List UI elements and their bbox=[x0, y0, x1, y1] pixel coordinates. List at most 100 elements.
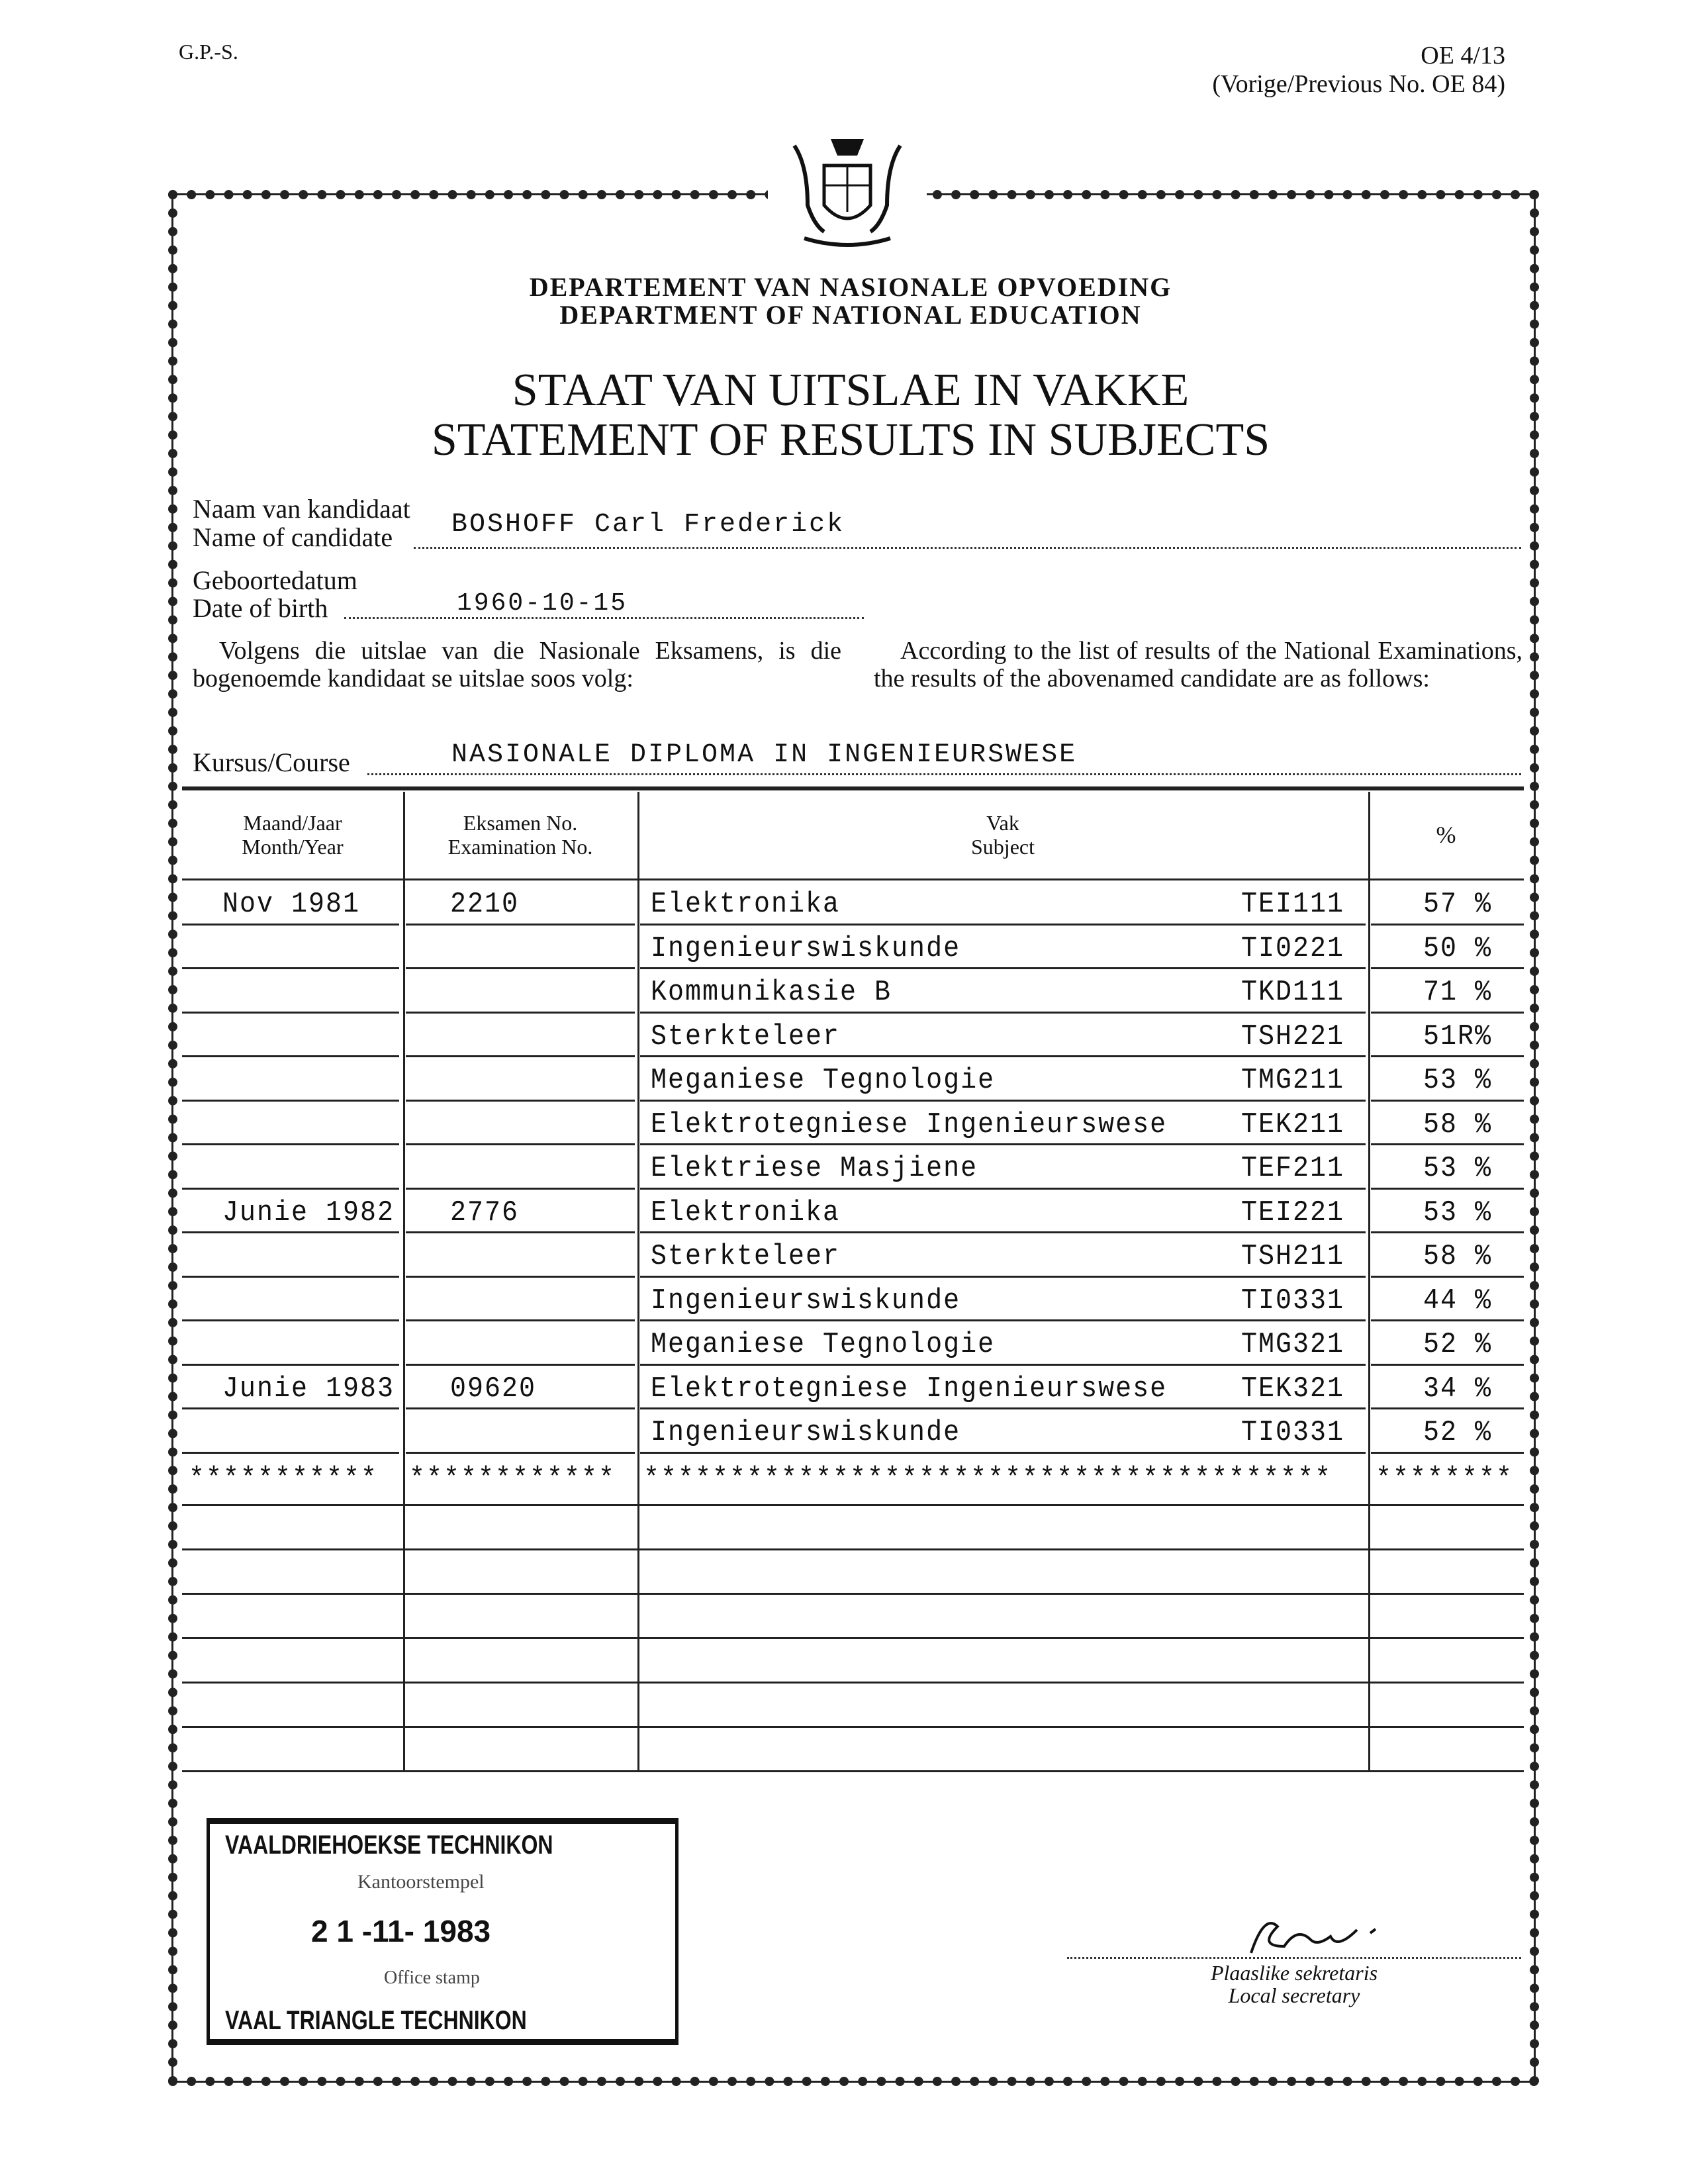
row-line bbox=[1371, 1099, 1524, 1102]
table-cell-percent: 53 % bbox=[1423, 1152, 1493, 1186]
terminator-stars: *********** bbox=[189, 1462, 379, 1496]
department-en: DEPARTMENT OF NATIONAL EDUCATION bbox=[559, 300, 1142, 330]
table-cell-subject: Meganiese Tegnologie bbox=[651, 1328, 996, 1362]
row-line bbox=[406, 967, 635, 969]
table-cell-percent: 51R% bbox=[1423, 1020, 1493, 1053]
row-line bbox=[1371, 1407, 1524, 1409]
title-af: STAAT VAN UITSLAE IN VAKKE bbox=[512, 365, 1190, 416]
table-cell-code: TI0221 bbox=[1241, 932, 1345, 965]
row-line bbox=[1371, 1011, 1524, 1014]
stamp-label-af: Kantoorstempel bbox=[357, 1871, 485, 1893]
stamp-line1: VAALDRIEHOEKSE TECHNIKON bbox=[225, 1830, 553, 1860]
row-line bbox=[406, 1275, 635, 1278]
row-line bbox=[640, 1011, 1366, 1014]
column-divider bbox=[403, 792, 405, 1770]
course-value: NASIONALE DIPLOMA IN INGENIEURSWESE bbox=[451, 740, 1078, 770]
table-cell-subject: Elektrotegniese Ingenieurswese bbox=[651, 1108, 1168, 1141]
table-cell-subject: Elektronika bbox=[651, 888, 841, 922]
row-line bbox=[406, 1143, 635, 1145]
table-cell-exam: 09620 bbox=[450, 1372, 537, 1405]
row-line bbox=[1371, 1319, 1524, 1321]
row-line bbox=[182, 1319, 399, 1321]
row-line bbox=[182, 1275, 399, 1278]
header-subject: Vak Subject bbox=[637, 811, 1368, 859]
header-subject-af: Vak bbox=[986, 811, 1019, 835]
table-cell-subject: Kommunikasie B bbox=[651, 976, 892, 1010]
row-line bbox=[1371, 1231, 1524, 1233]
row-line bbox=[640, 1319, 1366, 1321]
table-cell-code: TMG321 bbox=[1241, 1328, 1345, 1362]
terminator-stars: ************ bbox=[409, 1462, 616, 1496]
row-line bbox=[406, 1055, 635, 1057]
row-line bbox=[182, 1187, 399, 1190]
row-line bbox=[182, 1099, 399, 1102]
row-line bbox=[182, 1451, 399, 1454]
table-cell-month: Junie 1982 bbox=[222, 1196, 395, 1229]
table-cell-percent: 44 % bbox=[1423, 1284, 1493, 1317]
decorative-border bbox=[168, 190, 1539, 2086]
row-line bbox=[182, 1055, 399, 1057]
signature-label-en: Local secretary bbox=[1228, 1983, 1360, 2007]
stamp-date: 2 1 -11- 1983 bbox=[311, 1914, 491, 1948]
name-label-af: Naam van kandidaat bbox=[193, 494, 410, 524]
empty-row-line bbox=[182, 1725, 1524, 1728]
table-cell-percent: 34 % bbox=[1423, 1372, 1493, 1405]
empty-row-line bbox=[182, 1548, 1524, 1550]
table-cell-code: TI0331 bbox=[1241, 1416, 1345, 1450]
stamp-label-en: Office stamp bbox=[384, 1968, 480, 1988]
row-line bbox=[640, 1451, 1366, 1454]
table-cell-percent: 53 % bbox=[1423, 1064, 1493, 1098]
table-cell-subject: Elektrotegniese Ingenieurswese bbox=[651, 1372, 1168, 1405]
table-cell-month: Nov 1981 bbox=[222, 888, 361, 922]
table-cell-subject: Sterkteleer bbox=[651, 1020, 841, 1053]
terminator-stars: ******** bbox=[1376, 1462, 1514, 1496]
row-line bbox=[406, 1099, 635, 1102]
table-cell-percent: 58 % bbox=[1423, 1108, 1493, 1141]
row-line bbox=[640, 1055, 1366, 1057]
header-exam-en: Examination No. bbox=[447, 835, 593, 859]
dob-label-af: Geboortedatum bbox=[193, 565, 357, 595]
form-code: G.P.-S. bbox=[179, 40, 238, 64]
table-cell-percent: 52 % bbox=[1423, 1328, 1493, 1362]
header-month-en: Month/Year bbox=[242, 835, 344, 859]
table-cell-code: TEI111 bbox=[1241, 888, 1345, 922]
row-line bbox=[1371, 1363, 1524, 1366]
signature-label-af: Plaaslike sekretaris bbox=[1210, 1961, 1378, 1985]
table-cell-exam: 2776 bbox=[450, 1196, 520, 1229]
row-line bbox=[640, 923, 1366, 926]
empty-row-line bbox=[182, 1681, 1524, 1684]
date-of-birth: 1960-10-15 bbox=[457, 589, 628, 618]
header-month: Maand/Jaar Month/Year bbox=[182, 811, 403, 859]
header-percent: % bbox=[1436, 822, 1456, 848]
table-cell-code: TSH211 bbox=[1241, 1240, 1345, 1274]
table-cell-code: TMG211 bbox=[1241, 1064, 1345, 1098]
row-line bbox=[1371, 923, 1524, 926]
row-line bbox=[182, 1363, 399, 1366]
row-line bbox=[406, 1231, 635, 1233]
row-line bbox=[182, 1143, 399, 1145]
table-cell-subject: Elektronika bbox=[651, 1196, 841, 1229]
table-cell-subject: Sterkteleer bbox=[651, 1240, 841, 1274]
table-cell-subject: Ingenieurswiskunde bbox=[651, 1284, 961, 1317]
row-line bbox=[640, 1363, 1366, 1366]
row-line bbox=[406, 1407, 635, 1409]
row-line bbox=[406, 1319, 635, 1321]
terminator-stars: **************************************** bbox=[643, 1462, 1333, 1496]
table-cell-subject: Meganiese Tegnologie bbox=[651, 1064, 996, 1098]
row-line bbox=[640, 1231, 1366, 1233]
intro-af: Volgens die uitslae van die Nasionale Ek… bbox=[193, 637, 841, 692]
header-exam-af: Eksamen No. bbox=[463, 811, 578, 835]
candidate-name: BOSHOFF Carl Frederick bbox=[451, 510, 845, 540]
row-line bbox=[1371, 1187, 1524, 1190]
row-line bbox=[1371, 1275, 1524, 1278]
table-cell-percent: 57 % bbox=[1423, 888, 1493, 922]
row-line bbox=[406, 1451, 635, 1454]
row-line bbox=[640, 967, 1366, 969]
row-line bbox=[640, 1143, 1366, 1145]
row-line bbox=[406, 1187, 635, 1190]
office-stamp bbox=[207, 1818, 678, 2045]
row-line bbox=[406, 1363, 635, 1366]
header-subject-en: Subject bbox=[971, 835, 1035, 859]
table-cell-subject: Elektriese Masjiene bbox=[651, 1152, 978, 1186]
header-month-af: Maand/Jaar bbox=[243, 811, 342, 835]
